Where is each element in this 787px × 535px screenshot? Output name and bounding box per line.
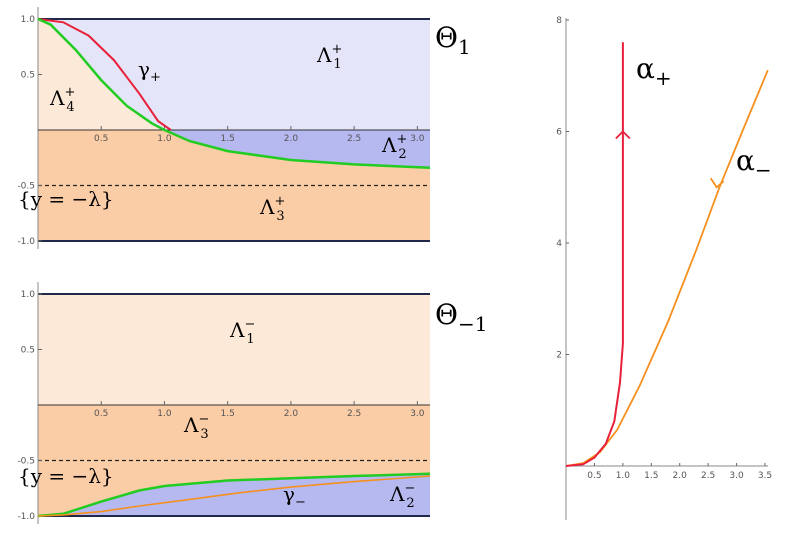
x-tick-label: 0.5 — [94, 409, 108, 419]
x-tick-label: 2.5 — [701, 471, 715, 481]
y-tick-label: 0.5 — [21, 346, 35, 356]
x-tick-label: 2.0 — [284, 134, 299, 144]
x-tick-label: 3.0 — [410, 134, 425, 144]
theta-plus-label: Θ1 — [435, 21, 471, 59]
gamma-minus-curve — [37, 475, 431, 517]
y-tick-label: 1.0 — [21, 15, 36, 25]
gamma-plus-label: γ+ — [138, 57, 161, 85]
x-tick-label: 1.5 — [221, 409, 235, 419]
alpha-plus-curve — [565, 42, 624, 467]
y-tick-label: 0.5 — [21, 71, 35, 81]
theta-minus-label: Θ−1 — [435, 298, 487, 336]
lambda2-plus-label: Λ+ 2 — [381, 132, 407, 162]
y-tick-label: 8 — [556, 16, 562, 26]
alpha-minus-label: α− — [736, 144, 772, 182]
x-tick-label: 1.0 — [157, 409, 172, 419]
x-tick-label: 3.5 — [758, 471, 772, 481]
x-tick-label: 1.0 — [616, 471, 631, 481]
region-lambda4-plus — [38, 19, 165, 130]
x-tick-label: 0.5 — [94, 134, 108, 144]
alpha-minus-curve — [565, 69, 769, 467]
alpha-plus-arrow — [615, 130, 631, 140]
x-tick-label: 1.5 — [644, 471, 658, 481]
x-tick-label: 2.0 — [284, 409, 299, 419]
gamma-minus-label: γ− — [283, 482, 306, 510]
top-left-panel: 0.5 1.0 1.5 2.0 2.5 3.0 1.0 0.5 -0.5 -1.0 — [17, 7, 431, 249]
x-tick-label: 1.5 — [221, 134, 235, 144]
alpha-minus-arrow — [709, 177, 725, 189]
x-tick-label: 0.5 — [587, 471, 601, 481]
x-tick-label: 2.5 — [347, 409, 361, 419]
y-tick-label: -0.5 — [17, 182, 35, 192]
y-tick-label: -0.5 — [17, 457, 35, 467]
lambda3-minus-label: Λ− 3 — [183, 412, 209, 442]
y-tick-label: 2 — [556, 351, 562, 361]
x-tick-label: 3.0 — [729, 471, 744, 481]
y-tick-label: 4 — [556, 239, 562, 249]
dashed-line-label-top: {y = −λ} — [18, 187, 114, 211]
region-lambda2-minus — [38, 473, 430, 516]
lambda3-plus-label: Λ+ 3 — [259, 194, 285, 224]
gamma-plus-curve — [37, 18, 172, 131]
green-boundary-curve — [37, 472, 431, 518]
bottom-left-panel: 0.5 1.0 1.5 2.0 2.5 3.0 1.0 0.5 -0.5 -1.0 — [17, 282, 431, 524]
lambda4-plus-label: Λ+ 4 — [49, 85, 75, 115]
x-tick-label: 2.0 — [673, 471, 688, 481]
lambda1-plus-label: Λ+ 1 — [316, 42, 342, 72]
y-tick-label: -1.0 — [17, 237, 35, 247]
dashed-line-label-bottom: {y = −λ} — [18, 464, 114, 488]
x-tick-label: 1.0 — [157, 134, 172, 144]
region-lambda2-plus — [164, 130, 430, 168]
y-tick-label: 1.0 — [21, 290, 36, 300]
right-panel: 0.5 1.0 1.5 2.0 2.5 3.0 3.5 2 4 6 8 — [556, 16, 772, 520]
region-lambda1-minus — [38, 294, 430, 405]
lambda1-minus-label: Λ− 1 — [229, 317, 255, 347]
y-tick-label: 6 — [556, 128, 562, 138]
green-boundary-curve — [37, 17, 431, 169]
x-tick-label: 2.5 — [347, 134, 361, 144]
y-tick-label: -1.0 — [17, 512, 35, 522]
alpha-plus-label: α+ — [636, 52, 672, 90]
lambda2-minus-label: Λ− 2 — [389, 481, 415, 511]
x-tick-label: 3.0 — [410, 409, 425, 419]
